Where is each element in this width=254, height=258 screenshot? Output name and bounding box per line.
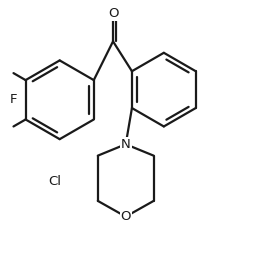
Text: F: F (10, 93, 18, 106)
Text: N: N (121, 138, 131, 151)
Text: O: O (108, 7, 118, 20)
Text: Cl: Cl (48, 175, 61, 188)
Text: O: O (120, 210, 131, 223)
